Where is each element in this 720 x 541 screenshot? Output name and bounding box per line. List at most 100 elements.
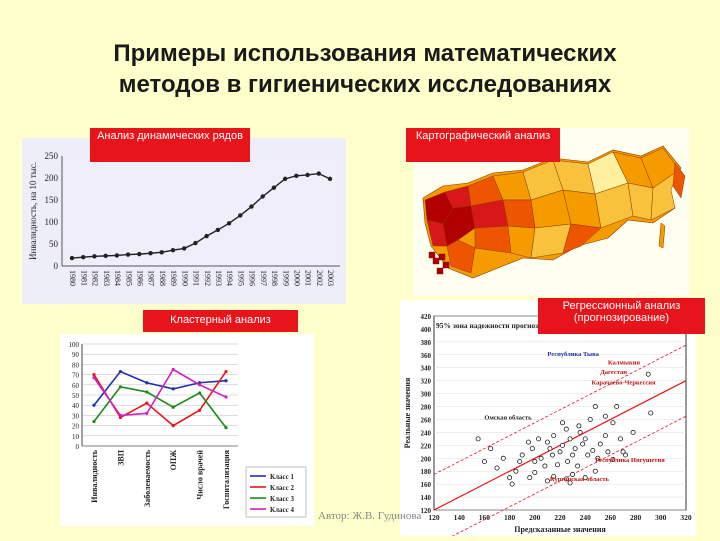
- data-point: [572, 446, 578, 452]
- data-point: [590, 448, 596, 454]
- x-tick-label: 2003: [326, 270, 335, 286]
- cluster-chart-panel: 0 10 20 30 40 50 60 70 80 90 100 Инвалидность ЗВП Заб…: [60, 334, 314, 526]
- y-tick-label: 220: [421, 442, 432, 450]
- x-tick-label: 1990: [180, 270, 189, 286]
- data-point: [507, 475, 513, 481]
- series-point-2: [92, 373, 96, 377]
- map-small-region: [428, 251, 436, 259]
- data-point: [585, 452, 591, 458]
- slide-title-line-1: Примеры использования математических: [113, 40, 617, 67]
- dynamic-chart-panel: 0 50 100 150 200 250 1980 1981 1982 1983 1984 1985 1…: [22, 138, 346, 304]
- data-point: [159, 250, 164, 255]
- data-point: [567, 480, 573, 486]
- x-tick-label: 160: [479, 513, 491, 522]
- data-point: [544, 478, 550, 484]
- series-point-2: [171, 424, 175, 428]
- upper-confidence-line: [433, 344, 687, 475]
- regression-line: [433, 380, 687, 511]
- x-tick-label: 1980: [68, 270, 77, 286]
- cluster-chart: 0 10 20 30 40 50 60 70 80 90 100 Инвалидность ЗВП Заб…: [69, 341, 307, 518]
- x-tick-label: 1988: [158, 270, 167, 286]
- data-point: [648, 410, 654, 416]
- map-region: [502, 199, 536, 229]
- point-annotation: Республика Тыва: [547, 351, 599, 358]
- y-tick-label: 10: [72, 433, 80, 441]
- data-point: [614, 404, 620, 410]
- x-tick-label: 1985: [124, 270, 133, 286]
- y-tick-label: 260: [421, 416, 432, 424]
- y-tick-label: 90: [72, 351, 80, 359]
- data-point: [576, 423, 582, 429]
- x-tick-label: 1987: [147, 270, 156, 286]
- x-tick-label: 1981: [79, 270, 88, 286]
- series-point-2: [145, 401, 149, 405]
- legend-label: Класс 2: [270, 484, 294, 492]
- x-tick-label: 1998: [270, 270, 279, 286]
- data-point: [137, 251, 142, 257]
- y-tick-label: 50: [72, 392, 80, 400]
- data-point: [592, 404, 598, 410]
- data-point: [544, 439, 550, 445]
- data-point: [597, 441, 603, 447]
- x-tick-label: 1997: [259, 270, 268, 286]
- x-tick-label: 300: [655, 513, 667, 522]
- x-tick-label: 1999: [281, 270, 290, 286]
- data-point: [500, 455, 506, 461]
- data-point: [580, 441, 586, 447]
- y-tick-label: 400: [421, 326, 432, 334]
- map-region: [562, 223, 602, 254]
- label-dynamic-analysis: Анализ динамических рядов: [90, 128, 250, 162]
- data-point: [519, 452, 525, 458]
- y-tick-label: 80: [72, 361, 80, 369]
- data-point: [226, 221, 232, 226]
- data-point: [170, 247, 176, 253]
- data-point: [563, 476, 569, 482]
- series-point-2: [198, 408, 202, 412]
- y-tick-label: 70: [72, 372, 80, 380]
- data-point: [610, 457, 616, 463]
- y-tick-label: 250: [45, 151, 59, 161]
- y-tick-label: 180: [421, 468, 432, 476]
- map-small-region: [442, 261, 450, 269]
- point-annotation: Курганская область: [550, 476, 610, 483]
- label-regression-analysis: Регрессионный анализ (прогнозирование): [538, 298, 705, 334]
- data-point: [532, 469, 538, 475]
- data-point: [595, 455, 601, 461]
- point-annotation: Дагестан: [600, 369, 627, 376]
- data-point: [547, 446, 553, 452]
- x-tick-label: 1984: [113, 270, 122, 286]
- data-point: [602, 413, 608, 419]
- x-tick-label: 1996: [248, 270, 257, 286]
- series-line-3: [93, 385, 227, 429]
- map-small-region: [432, 257, 440, 265]
- point-annotation: Карачаево-Черкессия: [592, 380, 656, 387]
- data-point: [551, 433, 557, 439]
- data-point: [260, 194, 265, 199]
- data-point: [587, 416, 593, 422]
- data-point: [538, 455, 544, 461]
- data-point: [114, 253, 120, 258]
- data-point: [481, 458, 487, 464]
- point-annotation: Омская область: [484, 414, 532, 421]
- data-point: [542, 463, 548, 469]
- data-point: [565, 458, 571, 464]
- legend-label: Класс 1: [270, 473, 294, 481]
- plot-area: [433, 315, 687, 511]
- map-kamchatka: [672, 162, 686, 199]
- x-tick-label: 220: [554, 513, 566, 522]
- y-tick-label: 300: [421, 391, 432, 399]
- data-point: [92, 254, 97, 259]
- y-tick-label: 150: [45, 195, 59, 205]
- data-point: [316, 171, 321, 176]
- x-tick-label: 1982: [91, 270, 100, 286]
- data-point: [554, 462, 560, 468]
- data-point: [305, 172, 310, 178]
- map-region: [507, 225, 536, 259]
- label-map-analysis: Картографический анализ: [406, 128, 560, 162]
- x-tick-label: 120: [428, 513, 440, 522]
- x-tick-label: 240: [580, 513, 592, 522]
- x-axis-label: Предсказанные значения: [514, 525, 606, 534]
- y-tick-label: 140: [421, 494, 432, 502]
- series-point-1: [171, 387, 175, 391]
